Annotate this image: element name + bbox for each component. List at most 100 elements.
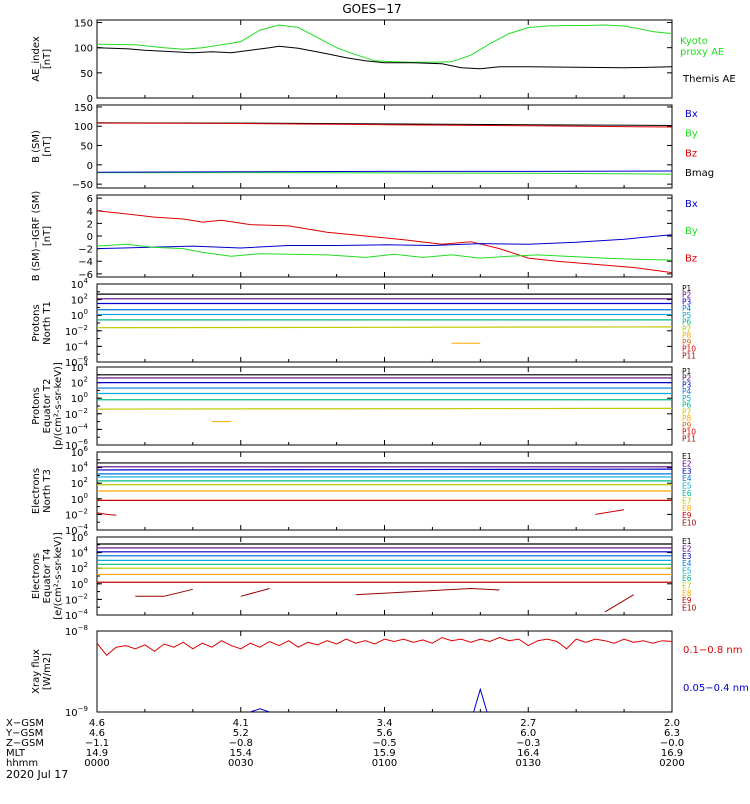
row-label-ygsm: Y−GSM	[5, 728, 43, 739]
series-xray-0-1-0-8-nm	[96, 636, 673, 657]
row-value-xgsm: 4.6	[89, 718, 105, 729]
ytick-label-pe: 10−2	[65, 407, 88, 421]
ytick-label-pn: 10−2	[65, 324, 88, 338]
ytick-label-en: 104	[71, 461, 89, 475]
series-bdiff-bz	[96, 210, 673, 274]
row-value-ygsm: 5.2	[233, 728, 249, 739]
legend-en-e10: E10	[682, 519, 697, 528]
plot-title: GOES−17	[342, 2, 401, 16]
row-value-hhmm: 0200	[659, 758, 684, 769]
panel-frame-ee	[96, 536, 673, 616]
legend-pn-p3: P3	[682, 297, 692, 306]
panel-frame-bsm	[96, 104, 673, 189]
row-value-ygsm: 6.0	[520, 728, 536, 739]
ylabel-bsm: [nT]	[42, 136, 53, 156]
legend-en-e6: E6	[682, 489, 692, 498]
row-value-ygsm: 6.3	[664, 728, 680, 739]
ytick-label-xray: 10−9	[65, 705, 88, 719]
legend-pe-p2: P2	[682, 374, 692, 383]
legend-en-e1: E1	[682, 452, 692, 461]
ylabel-bdiff: B (SM)−IGRF (SM)	[31, 191, 42, 282]
row-label-mlt: MLT	[6, 748, 26, 759]
legend-pe-p5: P5	[682, 394, 692, 403]
legend-en-e9: E9	[682, 511, 692, 520]
ytick-label-en: 10−2	[65, 507, 88, 521]
legend-bsm-bmag: Bmag	[685, 168, 714, 179]
row-value-mlt: 15.9	[373, 748, 395, 759]
row-value-xgsm: 2.7	[520, 718, 536, 729]
ylabel-pe: Protons	[31, 387, 42, 424]
legend-ee-e2: E2	[682, 544, 692, 553]
legend-ee-e4: E4	[682, 559, 692, 568]
legend-ee-e5: E5	[682, 567, 692, 576]
channel-en-e3	[96, 468, 673, 471]
series-bsm-bx	[96, 170, 673, 173]
ytick-label-en: 106	[71, 445, 89, 459]
ytick-label-en: 100	[71, 492, 88, 506]
legend-bsm-bz: Bz	[685, 148, 697, 159]
legend-pe-p3: P3	[682, 380, 692, 389]
fragment-ee-1	[240, 588, 270, 597]
legend-bsm-bx: Bx	[685, 109, 698, 120]
ytick-label-ae: 50	[80, 69, 93, 80]
legend-ee-e8: E8	[682, 589, 692, 598]
series-ae-kyoto	[96, 24, 673, 63]
row-value-mlt: 14.9	[86, 748, 108, 759]
ytick-label-ee: 100	[71, 577, 88, 591]
ytick-label-en: 102	[71, 476, 88, 490]
ytick-label-pn: 10−4	[65, 339, 89, 353]
legend-ee-e1: E1	[682, 537, 692, 546]
row-value-xgsm: 4.1	[233, 718, 249, 729]
row-value-zgsm: −0.3	[516, 738, 540, 749]
legend-pe-p7: P7	[682, 407, 692, 416]
row-value-hhmm: 0130	[516, 758, 541, 769]
ytick-label-pe: 102	[71, 376, 88, 390]
ylabel-xray: Xray flux	[31, 649, 42, 694]
ylabel-ee: [e/(cm²-s-sr-keV)]	[53, 532, 64, 620]
ytick-label-pe: 104	[71, 360, 89, 374]
legend-en-e5: E5	[682, 482, 692, 491]
row-value-mlt: 16.9	[661, 748, 683, 759]
panel-frame-xray	[96, 630, 673, 713]
row-value-mlt: 15.4	[230, 748, 252, 759]
legend-bdiff-bx: Bx	[685, 199, 698, 210]
row-label-xgsm: X−GSM	[6, 718, 44, 729]
series-bsm-by	[97, 172, 673, 175]
legend-xray-long: 0.1−0.8 nm	[683, 645, 742, 656]
legend-xray-short: 0.05−0.4 nm	[683, 683, 749, 694]
legend-pe-p10: P10	[682, 428, 696, 437]
ytick-label-ae: 0	[87, 94, 93, 105]
legend-pn-p8: P8	[682, 331, 692, 340]
fragment-ee-2	[355, 587, 500, 596]
legend-pe-p9: P9	[682, 421, 692, 430]
panel-frame-ae	[96, 19, 673, 99]
row-label-zgsm: Z−GSM	[6, 738, 44, 749]
ytick-label-ee: 106	[71, 530, 89, 544]
fragment-en-1	[595, 509, 625, 515]
ylabel-ee: Equator T4	[42, 549, 53, 604]
legend-ae-proxy-ae: proxy AE	[680, 47, 724, 58]
row-value-xgsm: 2.0	[664, 718, 680, 729]
ytick-label-bsm: −50	[72, 180, 93, 191]
ylabel-pe: Equator T2	[42, 379, 53, 434]
panel-frame-bdiff	[96, 194, 673, 278]
ylabel-en: North T3	[42, 469, 53, 513]
row-value-zgsm: −1.1	[85, 738, 109, 749]
row-value-zgsm: −0.5	[372, 738, 396, 749]
legend-en-e4: E4	[682, 474, 692, 483]
ytick-label-bsm: 0	[87, 161, 93, 172]
ylabel-ee: Electrons	[31, 553, 42, 599]
ytick-label-pe: 100	[71, 391, 88, 405]
legend-bdiff-bz: Bz	[685, 253, 697, 264]
panel-frame-pe	[96, 366, 673, 446]
ylabel-ae: AE_index	[31, 36, 42, 82]
legend-pn-p5: P5	[682, 311, 692, 320]
ytick-label-bsm: 100	[74, 122, 93, 133]
ytick-label-ee: 104	[71, 546, 89, 560]
legend-ae-kyoto: Kyoto	[680, 36, 708, 47]
ytick-label-bdiff: 4	[87, 207, 93, 218]
legend-bdiff-by: By	[685, 226, 698, 237]
row-value-xgsm: 3.4	[377, 718, 393, 729]
